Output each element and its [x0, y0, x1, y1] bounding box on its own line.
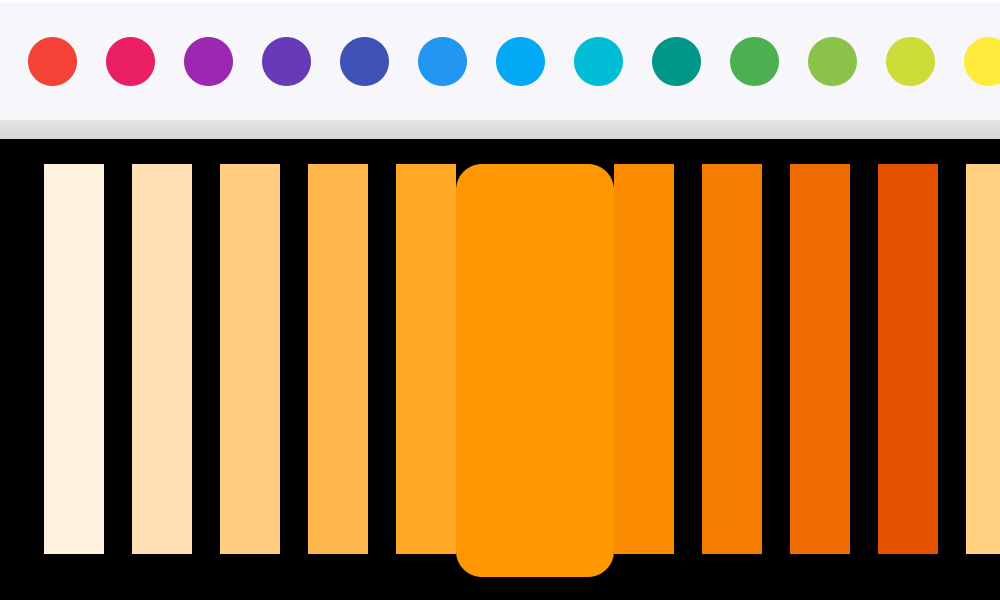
color-swatch-blue[interactable]: [418, 37, 467, 86]
shade-bar-orange-500-selected[interactable]: [456, 164, 614, 577]
shade-bar-orange-A100[interactable]: [966, 164, 1000, 554]
shade-bar-orange-50[interactable]: [44, 164, 104, 554]
shade-bar-orange-700[interactable]: [702, 164, 762, 554]
shade-bar-orange-200[interactable]: [220, 164, 280, 554]
color-swatch-green[interactable]: [730, 37, 779, 86]
color-swatch-lime[interactable]: [886, 37, 935, 86]
shade-bar-orange-400[interactable]: [396, 164, 456, 554]
color-swatch-pink[interactable]: [106, 37, 155, 86]
color-swatch-light-green[interactable]: [808, 37, 857, 86]
shade-bar-orange-800[interactable]: [790, 164, 850, 554]
color-swatch-indigo[interactable]: [340, 37, 389, 86]
color-swatch-teal[interactable]: [652, 37, 701, 86]
color-swatch-purple[interactable]: [184, 37, 233, 86]
color-swatch-red[interactable]: [28, 37, 77, 86]
shade-bar-row: [0, 139, 1000, 600]
shade-bar-orange-300[interactable]: [308, 164, 368, 554]
color-swatch-cyan[interactable]: [574, 37, 623, 86]
hue-swatch-row: [0, 0, 1000, 120]
header-divider: [0, 120, 1000, 139]
color-swatch-light-blue[interactable]: [496, 37, 545, 86]
color-swatch-yellow[interactable]: [964, 37, 1000, 86]
shade-bar-orange-900[interactable]: [878, 164, 938, 554]
shade-bar-orange-100[interactable]: [132, 164, 192, 554]
color-swatch-deep-purple[interactable]: [262, 37, 311, 86]
shade-bar-orange-600[interactable]: [614, 164, 674, 554]
